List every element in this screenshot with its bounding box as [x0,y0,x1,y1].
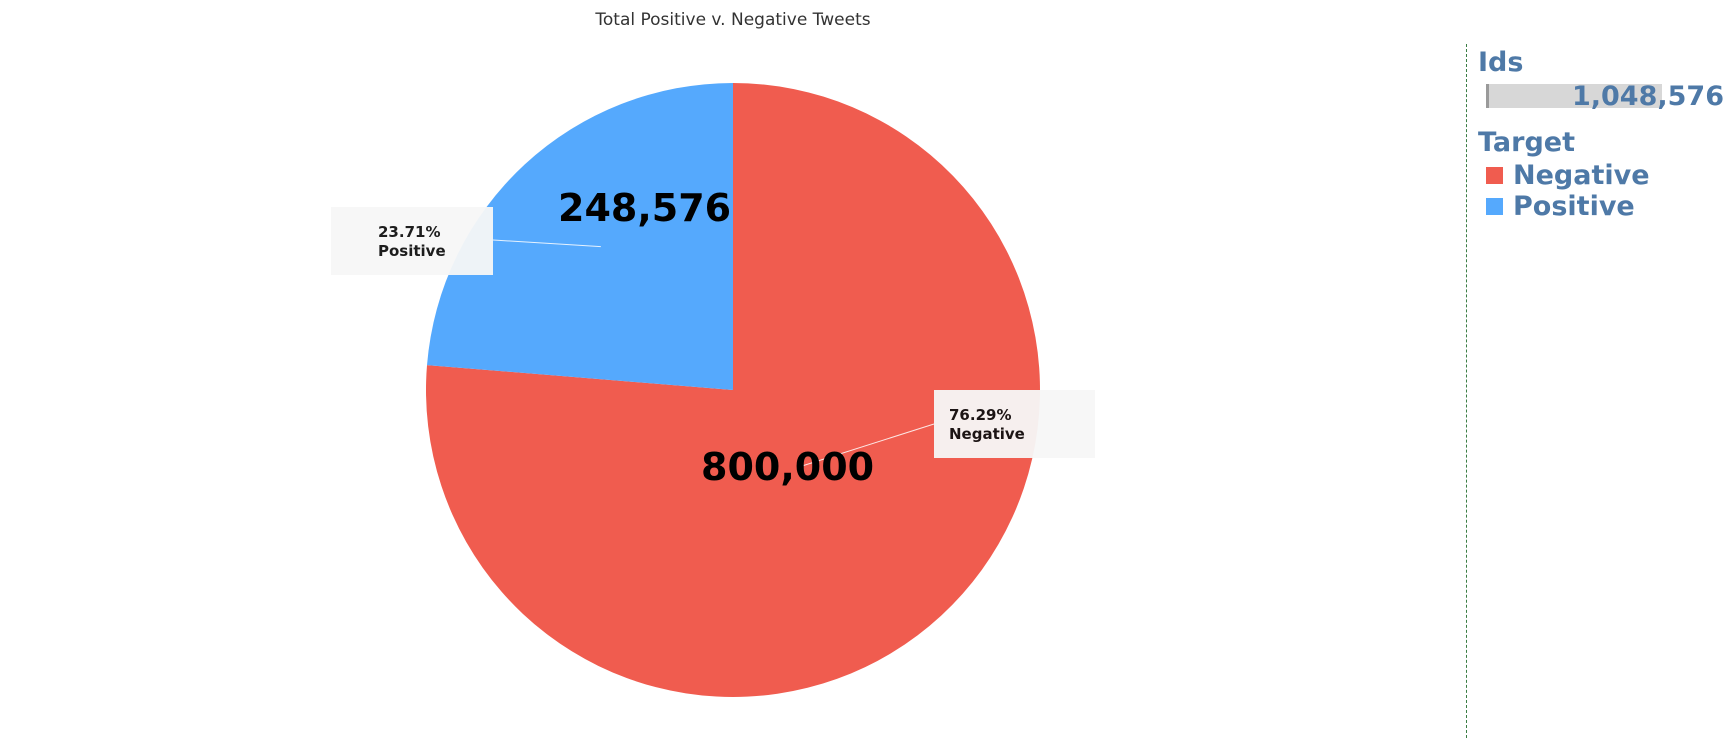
leader-line-negative [802,423,935,467]
legend-divider [1466,44,1467,738]
slice-value-negative: 800,000 [701,445,875,489]
pie-slice-negative[interactable] [426,83,1041,697]
pie-slice-positive[interactable] [427,83,733,390]
legend-swatch-positive [1486,198,1503,215]
legend-item-positive[interactable]: Positive [1486,191,1729,222]
legend-item-negative[interactable]: Negative [1486,160,1729,191]
pie-chart [426,83,1041,697]
legend-panel: Ids 1,048,576 Target Negative Positive [1478,46,1729,222]
ids-value: 1,048,576 [1571,81,1724,112]
callout-positive-label: Positive [378,242,446,260]
legend-swatch-negative [1486,167,1503,184]
chart-title: Total Positive v. Negative Tweets [595,10,871,30]
target-heading: Target [1478,127,1576,158]
slice-value-positive: 248,576 [558,186,732,230]
callout-negative-percent: 76.29% [949,406,1012,424]
ids-size-bar[interactable]: 1,048,576 [1486,81,1724,112]
callout-negative: 76.29% Negative [934,390,1095,458]
callout-positive-percent: 23.71% [378,223,441,241]
leader-line-positive [492,239,601,248]
ids-heading: Ids [1478,47,1524,78]
legend-label-negative: Negative [1513,160,1650,191]
callout-positive: 23.71% Positive [331,207,493,275]
callout-negative-label: Negative [949,425,1025,443]
legend-label-positive: Positive [1513,191,1635,222]
